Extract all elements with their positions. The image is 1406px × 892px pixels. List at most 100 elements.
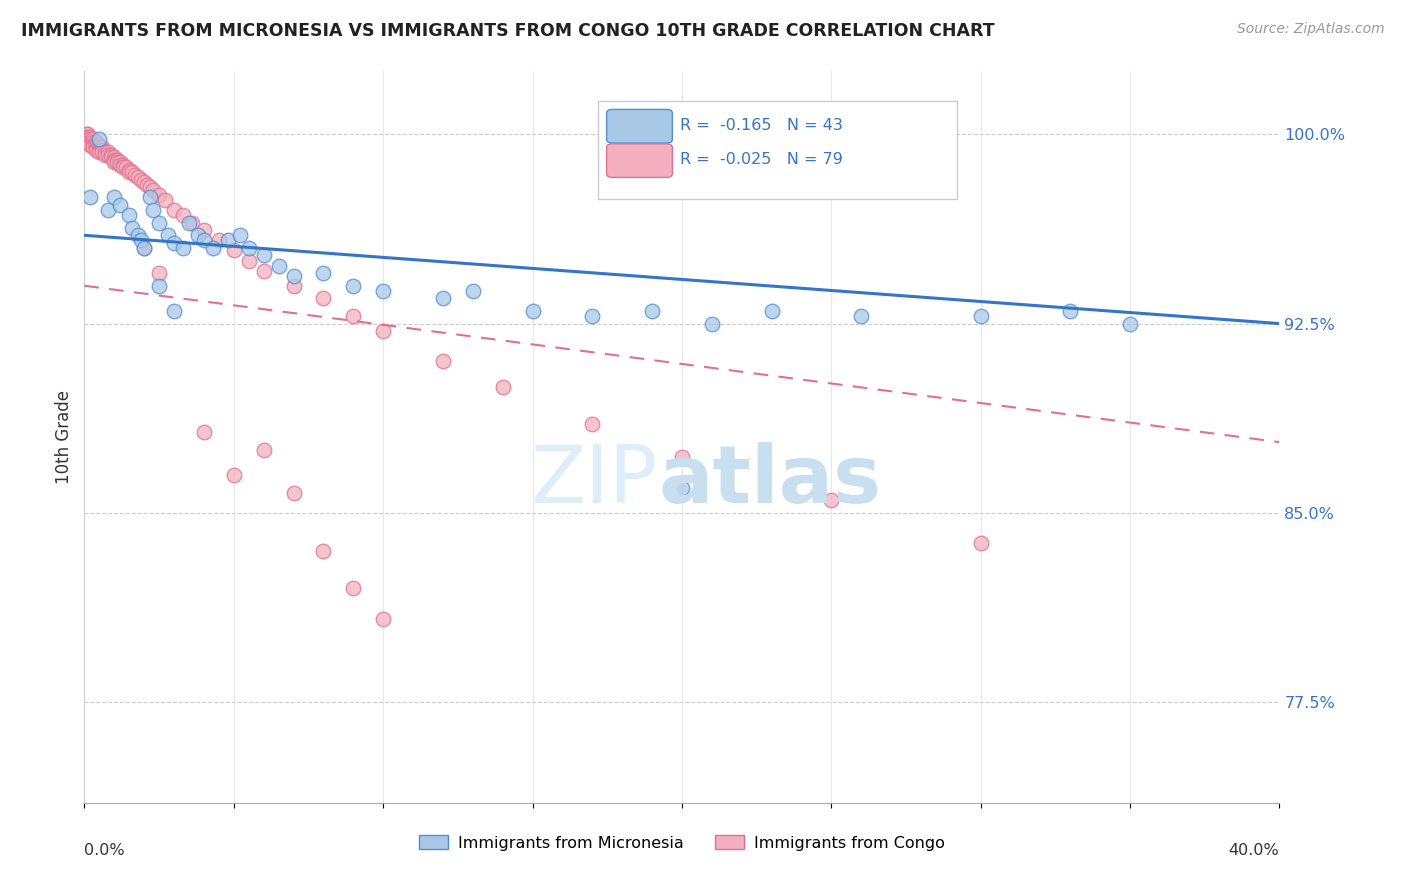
Text: IMMIGRANTS FROM MICRONESIA VS IMMIGRANTS FROM CONGO 10TH GRADE CORRELATION CHART: IMMIGRANTS FROM MICRONESIA VS IMMIGRANTS… [21,22,994,40]
Point [492,379,515,393]
Point [700,317,723,331]
Point [139,190,162,204]
Point [148,266,170,280]
Point [228,228,252,243]
Point [312,543,335,558]
Y-axis label: 10th Grade: 10th Grade [55,390,73,484]
Point [222,467,245,482]
Point [82,140,104,154]
Point [97,145,120,159]
Point [110,158,132,172]
Point [110,155,132,169]
Point [671,450,693,465]
Point [89,137,111,152]
Point [79,190,101,204]
Point [1119,317,1142,331]
Point [373,324,395,338]
Point [115,160,138,174]
Point [970,536,993,550]
Point [91,140,114,154]
Point [163,304,186,318]
Text: 40.0%: 40.0% [1229,843,1279,858]
Text: Source: ZipAtlas.com: Source: ZipAtlas.com [1237,22,1385,37]
Point [373,612,395,626]
Point [970,309,993,323]
Point [132,175,156,189]
Point [148,216,170,230]
Point [94,145,117,159]
Text: 0.0%: 0.0% [84,843,125,858]
FancyBboxPatch shape [606,144,672,178]
Point [253,263,276,277]
Point [148,188,170,202]
Point [581,417,603,432]
Point [641,304,664,318]
Point [129,173,152,187]
Point [76,132,98,146]
Point [157,228,180,243]
Point [193,233,215,247]
Point [283,485,305,500]
Text: R =  -0.025   N = 79: R = -0.025 N = 79 [679,153,842,168]
Point [76,135,98,149]
Point [267,259,290,273]
Point [97,147,120,161]
Point [100,147,122,161]
Point [342,582,364,596]
Point [103,153,125,167]
Legend: Immigrants from Micronesia, Immigrants from Congo: Immigrants from Micronesia, Immigrants f… [413,829,950,857]
Point [91,145,114,159]
Point [89,145,111,159]
Point [76,128,98,142]
Point [76,130,98,145]
Point [86,137,108,152]
Point [103,190,125,204]
Point [132,241,156,255]
Point [163,235,186,250]
Point [129,233,152,247]
Point [283,278,305,293]
Point [181,216,204,230]
Point [97,203,120,218]
Point [142,183,165,197]
Point [82,137,104,152]
Point [172,241,194,255]
Point [139,180,162,194]
Point [105,155,128,169]
Point [222,244,245,258]
Point [851,309,873,323]
Point [103,155,125,169]
Point [253,442,276,457]
Point [432,291,454,305]
Text: R =  -0.165   N = 43: R = -0.165 N = 43 [679,118,842,133]
Point [142,203,165,218]
Point [761,304,783,318]
Point [118,162,141,177]
Point [89,140,111,154]
Point [132,241,156,255]
Point [342,278,364,293]
Point [89,132,111,146]
Point [121,220,143,235]
Point [187,228,209,243]
Point [671,481,693,495]
FancyBboxPatch shape [599,101,957,200]
Text: atlas: atlas [658,442,882,520]
Point [581,309,603,323]
Point [105,153,128,167]
Point [79,137,101,152]
Point [82,135,104,149]
Point [283,268,305,283]
Point [820,493,842,508]
Point [148,278,170,293]
Point [112,160,135,174]
Point [208,233,231,247]
Point [127,170,149,185]
Point [79,130,101,145]
Point [94,147,117,161]
Point [89,143,111,157]
Point [124,168,146,182]
Point [193,425,215,439]
Point [522,304,544,318]
Point [100,150,122,164]
